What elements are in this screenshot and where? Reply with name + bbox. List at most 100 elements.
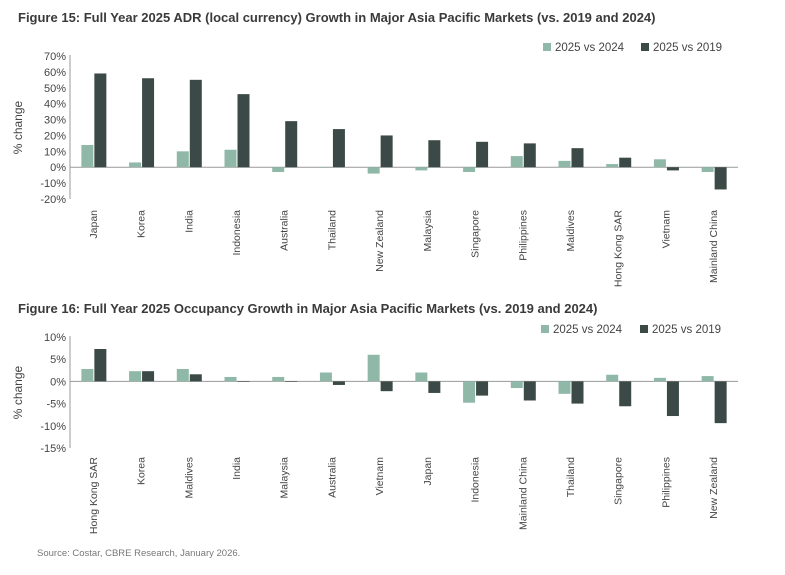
fig2-legend-swatch-0: [541, 325, 549, 333]
fig1-bar-hong-kong-sar-vs-2024: [606, 164, 619, 168]
source-note: Source: Costar, CBRE Research, January 2…: [37, 548, 241, 559]
fig1-category-label: Indonesia: [231, 210, 243, 256]
fig1-bar-maldives-vs-2019: [571, 148, 584, 168]
fig2-bar-thailand-vs-2024: [558, 381, 571, 394]
fig1-y-tick-label: 20%: [44, 130, 66, 142]
fig2-y-tick-label: 0%: [50, 376, 66, 388]
fig1-category-label: Singapore: [470, 210, 482, 258]
fig1-y-tick-label: 40%: [44, 99, 66, 111]
fig2-bar-indonesia-vs-2019: [476, 381, 489, 396]
fig1-bar-philippines-vs-2024: [510, 156, 523, 168]
fig2-bar-new-zealand-vs-2019: [714, 381, 727, 424]
fig2-legend-label-0: 2025 vs 2024: [553, 324, 623, 336]
fig2-y-axis-label: % change: [11, 365, 25, 419]
fig1-bar-new-zealand-vs-2019: [380, 135, 393, 168]
fig1-bar-japan-vs-2019: [94, 73, 107, 168]
fig1-bar-indonesia-vs-2024: [224, 149, 237, 168]
fig1-bar-mainland-china-vs-2019: [714, 167, 727, 190]
fig1-bar-india-vs-2024: [176, 151, 189, 168]
fig1-category-label: Philippines: [517, 210, 529, 261]
fig2-bar-hong-kong-sar-vs-2024: [81, 368, 94, 382]
fig2-y-tick-label: -15%: [40, 443, 66, 455]
fig1-category-label: Australia: [279, 210, 291, 251]
fig1-category-label: India: [183, 210, 195, 233]
fig1-bar-australia-vs-2024: [272, 167, 285, 172]
fig2-category-label: Maldives: [183, 457, 195, 498]
fig1-bar-singapore-vs-2019: [476, 141, 489, 168]
fig1-y-tick-label: 50%: [44, 83, 66, 95]
fig1-legend-label-1: 2025 vs 2019: [653, 42, 722, 54]
fig2-bar-vietnam-vs-2024: [367, 354, 380, 382]
fig1-category-label: Hong Kong SAR: [613, 210, 625, 287]
figure-15-title: Figure 15: Full Year 2025 ADR (local cur…: [18, 10, 656, 25]
fig2-bar-mainland-china-vs-2024: [510, 381, 523, 389]
fig2-category-label: New Zealand: [708, 457, 720, 519]
fig1-bar-thailand-vs-2024: [319, 167, 332, 168]
fig2-bar-australia-vs-2024: [319, 372, 332, 382]
fig1-y-tick-label: 60%: [44, 67, 66, 79]
fig1-bar-indonesia-vs-2019: [237, 94, 250, 168]
fig1-bar-india-vs-2019: [189, 79, 202, 168]
fig2-y-tick-label: 5%: [50, 354, 66, 366]
fig2-bar-singapore-vs-2024: [606, 374, 619, 382]
fig1-bar-mainland-china-vs-2024: [701, 167, 714, 172]
fig1-bar-vietnam-vs-2024: [653, 159, 666, 168]
fig2-bar-malaysia-vs-2024: [272, 376, 285, 382]
fig2-bar-maldives-vs-2024: [176, 368, 189, 382]
fig2-legend-label-1: 2025 vs 2019: [652, 324, 721, 336]
fig2-bar-korea-vs-2024: [129, 371, 142, 382]
fig2-category-label: Thailand: [565, 457, 577, 497]
fig2-category-label: Vietnam: [374, 457, 386, 496]
fig2-bar-india-vs-2019: [237, 381, 250, 382]
fig1-legend-swatch-0: [543, 43, 551, 51]
fig2-bar-hong-kong-sar-vs-2019: [94, 348, 107, 382]
fig1-y-tick-label: -20%: [40, 194, 66, 206]
fig2-bar-thailand-vs-2019: [571, 381, 584, 404]
fig2-category-label: Japan: [422, 457, 434, 486]
fig2-y-tick-label: -5%: [46, 399, 66, 411]
fig2-bar-india-vs-2024: [224, 376, 237, 382]
fig2-bar-australia-vs-2019: [332, 381, 345, 385]
fig1-y-tick-label: 0%: [50, 162, 66, 174]
fig1-bar-thailand-vs-2019: [332, 129, 345, 168]
fig1-category-label: Malaysia: [422, 210, 434, 252]
fig2-y-tick-label: -10%: [40, 421, 66, 433]
fig2-bar-indonesia-vs-2024: [463, 381, 476, 403]
fig1-bar-korea-vs-2019: [142, 78, 155, 168]
fig1-bar-philippines-vs-2019: [523, 143, 536, 168]
fig2-category-label: Australia: [326, 457, 338, 498]
fig1-y-axis-label: % change: [11, 100, 25, 154]
fig1-category-label: Japan: [88, 210, 100, 239]
fig1-y-tick-label: 10%: [44, 146, 66, 158]
fig2-category-label: Malaysia: [279, 457, 291, 499]
fig2-y-tick-label: 10%: [44, 332, 66, 344]
figure-16-title: Figure 16: Full Year 2025 Occupancy Grow…: [18, 301, 598, 316]
fig1-y-tick-label: 30%: [44, 115, 66, 127]
fig1-bar-vietnam-vs-2019: [666, 167, 679, 171]
fig2-bar-vietnam-vs-2019: [380, 381, 393, 392]
fig2-bar-philippines-vs-2019: [666, 381, 679, 417]
fig1-category-label: Thailand: [326, 210, 338, 250]
fig1-category-label: Vietnam: [660, 210, 672, 249]
fig1-legend-swatch-1: [641, 43, 649, 51]
fig1-bar-australia-vs-2019: [285, 121, 298, 168]
fig1-bar-japan-vs-2024: [81, 144, 94, 168]
fig1-bar-maldives-vs-2024: [558, 160, 571, 168]
fig2-bar-malaysia-vs-2019: [285, 381, 298, 382]
fig2-bar-japan-vs-2024: [415, 372, 428, 382]
fig1-category-label: Mainland China: [708, 210, 720, 283]
fig2-bar-singapore-vs-2019: [619, 381, 632, 407]
fig2-category-label: Korea: [136, 457, 148, 485]
fig2-category-label: India: [231, 457, 243, 480]
fig2-bar-philippines-vs-2024: [653, 377, 666, 382]
fig2-category-label: Singapore: [613, 457, 625, 505]
fig1-legend-label-0: 2025 vs 2024: [555, 42, 625, 54]
fig1-category-label: Korea: [136, 210, 148, 238]
fig1-bar-malaysia-vs-2024: [415, 167, 428, 171]
fig1-y-tick-label: -10%: [40, 178, 66, 190]
fig2-bar-japan-vs-2019: [428, 381, 441, 393]
fig1-bar-hong-kong-sar-vs-2019: [619, 157, 632, 168]
figure-15-chart: % change -20% -10% 0% 10% 20% 30% 40% 50% 60% 70% J…: [11, 42, 738, 287]
fig2-legend-swatch-1: [640, 325, 648, 333]
